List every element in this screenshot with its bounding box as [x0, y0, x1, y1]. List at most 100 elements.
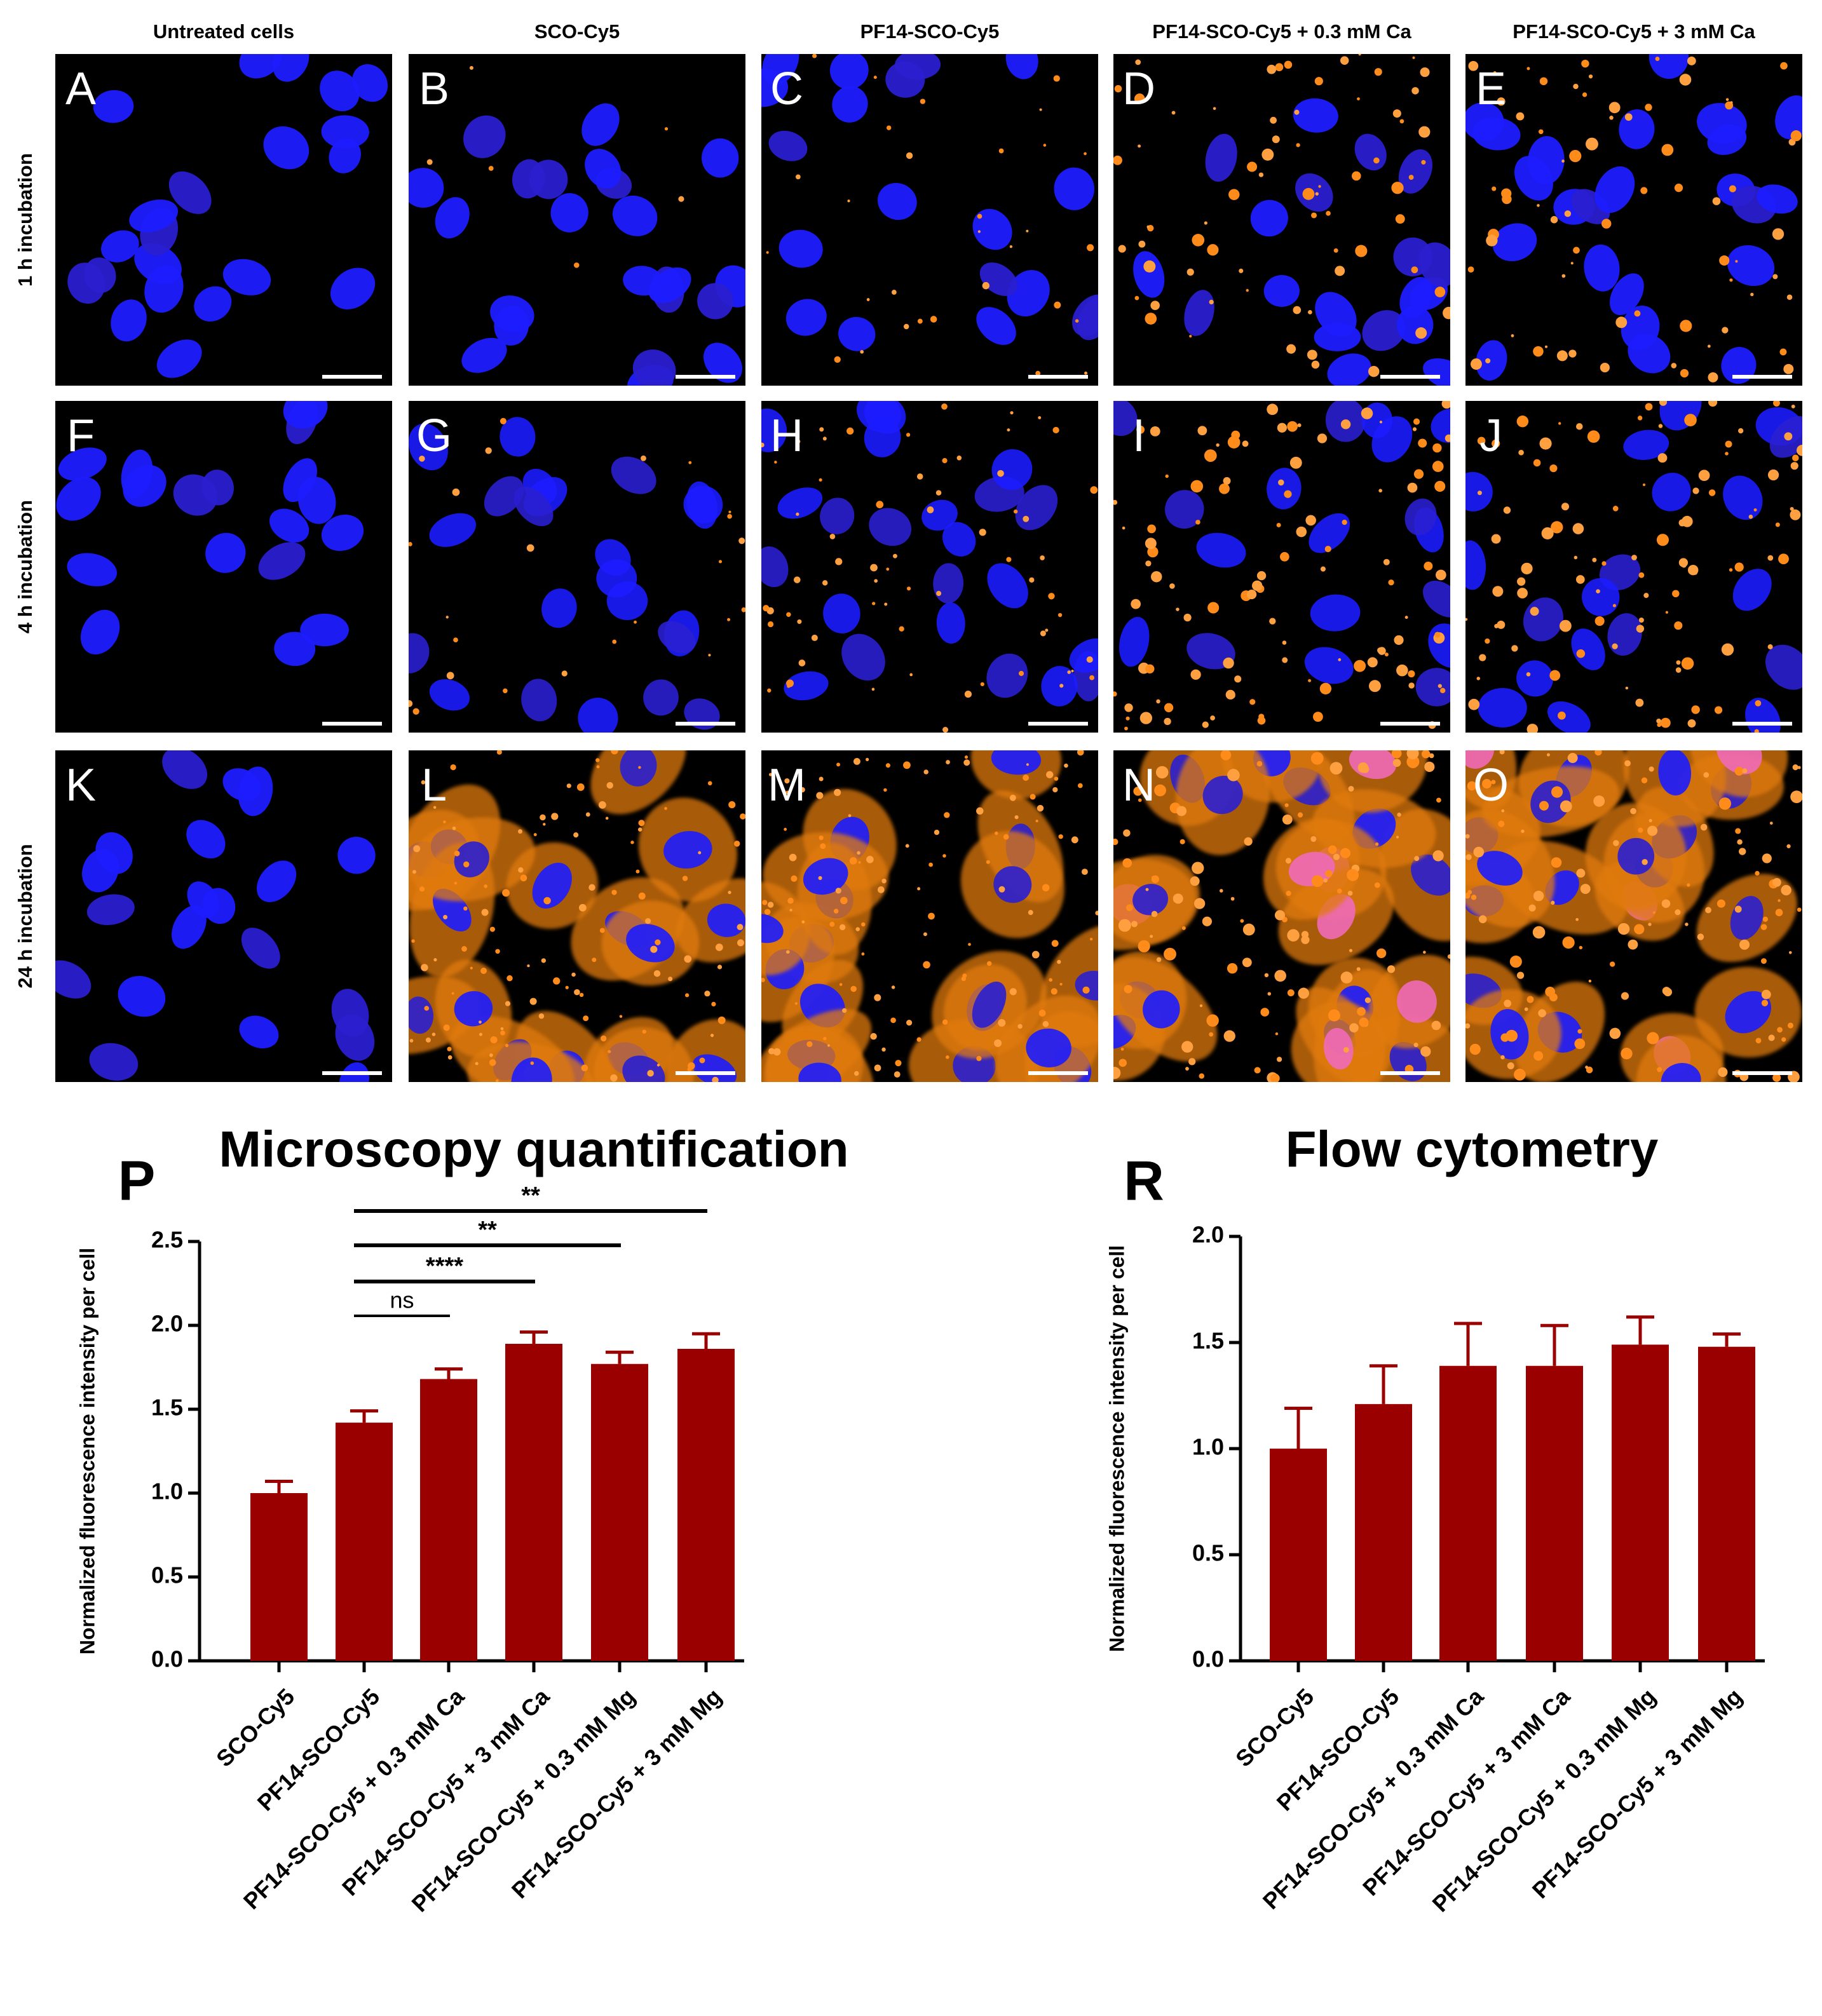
vesicle	[1657, 1067, 1662, 1072]
vesicle	[819, 427, 824, 432]
vesicle	[1635, 698, 1644, 707]
vesicle	[409, 700, 413, 707]
nucleus	[761, 408, 787, 452]
vesicle	[1010, 411, 1014, 415]
charts: Microscopy quantification P Normalized flu…	[76, 1121, 1765, 1917]
vesicle	[1642, 859, 1648, 865]
vesicle	[995, 831, 998, 835]
vesicle	[1120, 1047, 1124, 1051]
vesicle	[1762, 853, 1772, 863]
nucleus	[1628, 334, 1671, 374]
error-bar	[520, 1330, 548, 1344]
column-header: SCO-Cy5	[534, 20, 620, 43]
vesicle	[1113, 691, 1117, 697]
vesicle	[1035, 370, 1041, 376]
nucleus	[222, 768, 261, 801]
y-axis-label: Normalized fluorescence intensity per ce…	[76, 1248, 99, 1654]
vesicle	[433, 957, 437, 962]
vesicle	[490, 1036, 498, 1044]
nucleus	[987, 563, 1028, 609]
vesicle	[1145, 313, 1157, 325]
vesicle	[1289, 456, 1302, 469]
vesicle	[872, 602, 876, 605]
vesicle	[1575, 575, 1585, 584]
nucleus	[1362, 310, 1406, 351]
vesicle	[1434, 480, 1446, 492]
vesicle	[1340, 419, 1351, 430]
vesicle	[454, 881, 458, 885]
vesicle	[1687, 883, 1690, 887]
nucleus	[768, 130, 808, 161]
vesicle	[1497, 97, 1506, 106]
vesicle	[916, 1037, 921, 1042]
nucleus	[1757, 184, 1798, 214]
vesicle	[860, 349, 864, 354]
vesicle	[1413, 1043, 1418, 1048]
vesicle	[1500, 1055, 1505, 1060]
vesicle	[1028, 910, 1033, 916]
vesicle	[1038, 1010, 1046, 1017]
vesicle	[794, 1002, 798, 1005]
vesicle	[763, 605, 770, 612]
vesicle	[819, 835, 824, 841]
vesicle	[923, 932, 927, 937]
nucleus	[823, 593, 860, 634]
y-tick-label: 2.0	[151, 1311, 183, 1337]
vesicle	[454, 850, 460, 856]
nucleus	[820, 497, 855, 534]
vesicle	[840, 896, 848, 905]
vesicle	[1511, 645, 1518, 652]
vesicle	[1343, 1047, 1349, 1053]
vesicle	[956, 455, 962, 461]
nucleus	[1658, 750, 1692, 795]
vesicle	[1052, 426, 1059, 434]
vesicle	[1351, 171, 1361, 181]
vesicle	[1286, 890, 1291, 896]
vesicle	[1692, 487, 1699, 494]
nucleus	[643, 679, 679, 716]
vesicle	[1296, 526, 1307, 538]
vesicle	[1790, 790, 1802, 803]
vesicle	[1719, 255, 1730, 266]
vesicle	[1052, 787, 1058, 793]
vesicle	[1612, 643, 1618, 649]
vesicle	[834, 356, 841, 363]
vesicle	[573, 262, 580, 268]
nucleus	[784, 671, 829, 701]
vesicle	[443, 915, 448, 920]
error-bar	[606, 1350, 634, 1364]
nucleus	[511, 1057, 552, 1082]
nucleus	[1184, 290, 1214, 336]
vesicle	[432, 1032, 436, 1036]
vesicle	[571, 972, 576, 977]
vesicle	[1587, 430, 1600, 443]
vesicle	[819, 776, 824, 781]
vesicle	[1297, 423, 1302, 428]
vesicle	[1658, 424, 1663, 428]
vesicle	[1588, 979, 1592, 983]
vesicle	[1395, 214, 1405, 224]
vesicle	[1256, 571, 1267, 581]
vesicle	[1421, 159, 1426, 165]
vesicle	[647, 1069, 654, 1077]
vesicle	[452, 488, 460, 496]
vesicle	[529, 998, 537, 1005]
micrograph-content	[409, 54, 745, 386]
vesicle	[905, 844, 909, 848]
vesicle	[1631, 555, 1637, 560]
vesicle	[1329, 762, 1343, 775]
nucleus	[620, 750, 657, 787]
vesicle	[816, 792, 824, 799]
vesicle	[1678, 519, 1686, 527]
vesicle	[1190, 669, 1201, 680]
vesicle	[1656, 718, 1661, 724]
vesicle	[1477, 490, 1482, 496]
panel-letter: I	[1132, 410, 1145, 461]
vesicle	[1009, 245, 1013, 248]
vesicle	[1282, 814, 1293, 825]
vesicle	[1286, 344, 1296, 354]
vesicle	[1761, 958, 1767, 964]
nucleus	[1716, 750, 1762, 775]
vesicle	[1267, 403, 1279, 416]
vesicle	[419, 886, 425, 892]
